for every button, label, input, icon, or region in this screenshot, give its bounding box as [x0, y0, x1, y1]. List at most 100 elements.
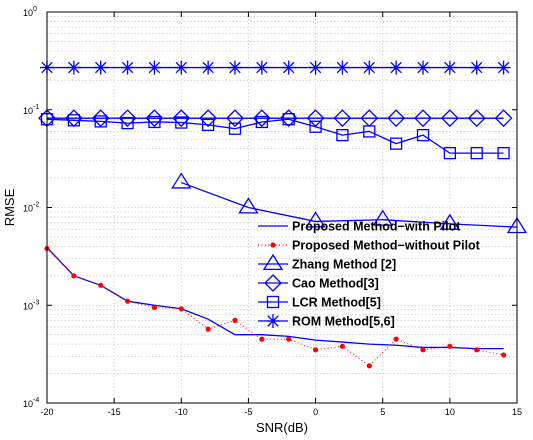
x-tick-label: -10: [175, 407, 188, 417]
asterisk-marker: [389, 60, 404, 75]
asterisk-marker: [496, 60, 511, 75]
legend: Proposed Method−with Pilot Proposed Metho…: [258, 220, 481, 329]
asterisk-marker: [66, 60, 81, 75]
legend-item: LCR Method[5]: [258, 296, 381, 310]
square-marker: [497, 146, 510, 160]
series-line: [46, 247, 504, 350]
diamond-marker: [440, 109, 459, 128]
dot-marker: [474, 347, 480, 353]
y-tick-exponent: -3: [33, 299, 39, 306]
diamond-marker: [387, 109, 406, 128]
legend-item: ROM Method[5,6]: [258, 314, 395, 329]
triangle-marker: [238, 197, 259, 214]
square-marker: [309, 120, 322, 133]
y-tick-label: 10: [23, 301, 33, 311]
x-tick-label: 5: [380, 407, 385, 417]
dot-marker: [312, 347, 319, 353]
asterisk-marker: [93, 60, 108, 75]
asterisk-marker: [281, 60, 296, 75]
asterisk-marker: [335, 60, 350, 75]
dot-marker: [259, 336, 265, 342]
asterisk-marker: [228, 60, 242, 75]
square-marker: [255, 115, 269, 129]
square-marker: [389, 137, 403, 150]
series-line: [181, 181, 518, 228]
diamond-marker: [118, 109, 137, 128]
dot-marker: [270, 242, 276, 248]
asterisk-marker: [416, 60, 430, 75]
x-tick-label: -15: [108, 407, 121, 417]
x-tick-label: 10: [445, 407, 455, 417]
series-group: [44, 245, 507, 369]
asterisk-marker: [469, 60, 484, 75]
dot-marker: [151, 304, 158, 311]
square-marker: [94, 115, 107, 128]
diamond-marker: [252, 109, 271, 128]
y-tick-exponent: -4: [33, 397, 39, 404]
legend-item: Proposed Method−without Pilot: [258, 239, 481, 253]
dot-marker: [366, 363, 372, 369]
legend-label: LCR Method[5]: [292, 296, 381, 310]
x-tick-label: 15: [512, 407, 522, 417]
diamond-marker: [494, 109, 513, 128]
dot-marker: [71, 273, 77, 279]
series-line: [46, 118, 504, 154]
dot-marker: [98, 282, 104, 288]
triangle-marker: [439, 213, 461, 230]
square-marker: [148, 115, 161, 129]
triangle-marker: [171, 172, 192, 189]
diamond-marker: [226, 109, 244, 128]
square-marker: [443, 146, 457, 160]
series-group: [40, 60, 511, 75]
series-layer: [38, 60, 528, 369]
x-tick-label: -5: [244, 407, 252, 417]
asterisk-marker: [254, 60, 269, 75]
square-marker: [228, 122, 242, 135]
square-marker: [67, 114, 81, 127]
square-marker: [363, 125, 376, 138]
legend-item: Cao Method[3]: [258, 274, 379, 292]
legend-label: Zhang Method [2]: [292, 258, 396, 272]
triangle-marker: [262, 253, 284, 271]
triangle-marker: [305, 211, 326, 228]
dot-marker: [393, 336, 399, 342]
asterisk-marker: [362, 60, 377, 75]
square-marker: [282, 113, 295, 126]
dot-marker: [447, 343, 453, 349]
asterisk-marker: [308, 60, 323, 75]
x-axis-label: SNR(dB): [256, 420, 308, 435]
series-group: [46, 247, 504, 350]
asterisk-marker: [120, 60, 135, 75]
square-marker: [470, 146, 483, 160]
dot-marker: [286, 336, 292, 342]
dot-marker: [420, 347, 426, 353]
y-tick-exponent: 0: [33, 6, 37, 13]
diamond-marker: [467, 109, 486, 128]
diamond-marker: [199, 109, 218, 128]
diamond-marker: [264, 274, 282, 292]
y-tick-label: 10: [23, 399, 33, 409]
square-marker: [175, 116, 188, 129]
triangle-marker: [372, 209, 393, 226]
legend-item: Proposed Method−with Pilot: [258, 220, 461, 234]
asterisk-marker: [266, 314, 280, 328]
diamond-marker: [333, 109, 352, 128]
dot-marker: [205, 326, 211, 332]
dot-marker: [124, 298, 131, 304]
square-marker: [121, 116, 134, 130]
dot-marker: [500, 352, 507, 358]
diamond-marker: [414, 109, 432, 128]
square-marker: [416, 128, 430, 142]
series-line: [46, 248, 504, 367]
dot-marker: [339, 343, 346, 349]
dot-marker: [232, 317, 238, 323]
legend-label: Proposed Method−without Pilot: [292, 239, 481, 253]
legend-label: Proposed Method−with Pilot: [292, 220, 461, 234]
asterisk-marker: [201, 60, 216, 75]
diamond-marker: [145, 109, 164, 128]
diamond-marker: [172, 109, 191, 128]
square-marker: [336, 128, 349, 142]
dot-marker: [178, 306, 184, 312]
